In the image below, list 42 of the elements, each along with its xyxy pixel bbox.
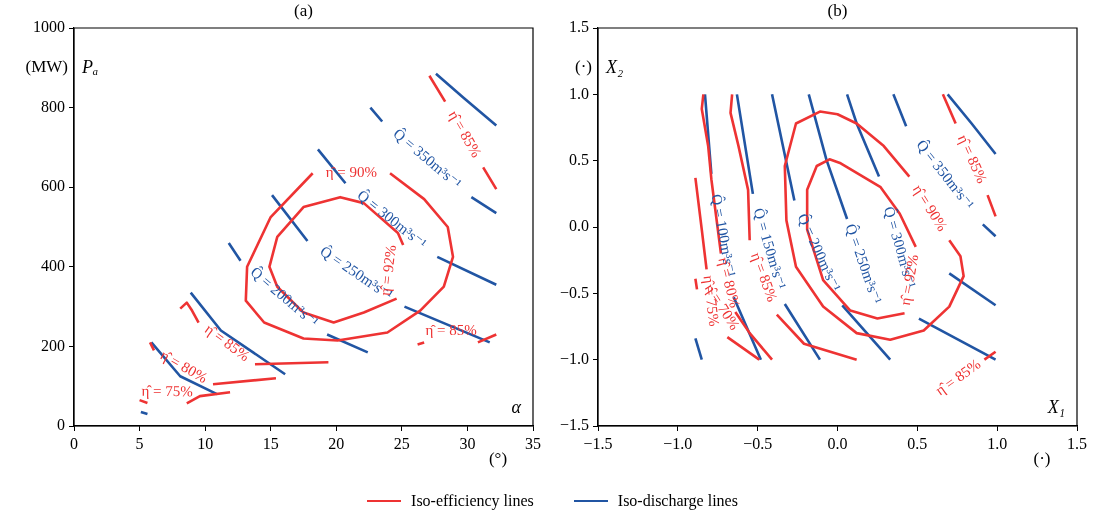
legend-label: Iso-efficiency lines — [411, 492, 534, 510]
x-tick-label: 0.5 — [907, 434, 928, 452]
annotation: α — [511, 396, 522, 417]
x-axis-title: (°) — [488, 449, 508, 469]
y-tick-label: 400 — [41, 257, 65, 274]
annotation: η̂ = 85% — [932, 355, 984, 399]
y-tick-label: −1.5 — [559, 416, 589, 434]
annotation: X₁ — [1046, 396, 1065, 417]
annotation: Pₐ — [81, 56, 99, 77]
x-tick-label: 0.0 — [827, 434, 848, 452]
x-tick-label: 35 — [525, 434, 541, 452]
x-tick-label: 15 — [262, 434, 279, 452]
x-tick-label: 5 — [135, 434, 144, 452]
x-tick-label: 1.0 — [987, 434, 1008, 452]
y-axis-title: (·) — [575, 57, 592, 77]
y-tick-label: 600 — [41, 177, 65, 195]
y-tick-label: 1.0 — [569, 84, 589, 102]
y-tick-label: 1000 — [33, 18, 65, 36]
x-tick-label: 0 — [70, 434, 78, 452]
annotation: η̂ = 90% — [325, 164, 378, 181]
x-tick-label: 1.5 — [1067, 434, 1087, 452]
y-tick-label: 200 — [41, 336, 65, 354]
x-tick-label: −1.0 — [663, 434, 693, 452]
x-tick-label: 30 — [459, 434, 476, 452]
chart-title: (b) — [827, 1, 848, 21]
annotation: X₂ — [605, 56, 624, 77]
y-axis-title: (MW) — [25, 57, 68, 77]
x-tick-label: −0.5 — [743, 434, 773, 452]
x-tick-label: 25 — [393, 434, 410, 452]
y-tick-label: −1.0 — [559, 349, 589, 367]
y-tick-label: 0 — [57, 416, 65, 434]
y-tick-label: 1.5 — [569, 18, 589, 36]
y-tick-label: −0.5 — [559, 283, 589, 301]
chart-title: (a) — [294, 1, 313, 21]
y-tick-label: 800 — [41, 97, 65, 115]
x-tick-label: −1.5 — [583, 434, 613, 452]
x-axis-title: (·) — [1033, 449, 1051, 469]
legend-label: Iso-discharge lines — [617, 492, 738, 510]
y-tick-label: 0.0 — [569, 217, 589, 235]
x-tick-label: 10 — [197, 434, 214, 452]
y-tick-label: 0.5 — [569, 150, 589, 168]
x-tick-label: 20 — [328, 434, 345, 452]
